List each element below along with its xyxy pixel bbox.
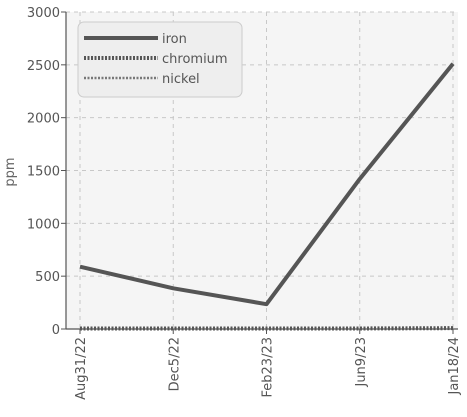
y-tick-label: 2500 — [27, 59, 60, 74]
y-tick-label: 3000 — [27, 6, 60, 21]
y-tick-label: 1500 — [27, 165, 60, 180]
x-tick-labels: Aug31/22 Dec5/22 Feb23/23 Jun9/23 Jan18/24 — [74, 337, 462, 400]
y-tick-label: 0 — [52, 323, 60, 338]
legend-label-chromium: chromium — [162, 52, 228, 67]
x-tick-label: Jun9/23 — [354, 337, 369, 388]
x-tick-label: Jan18/24 — [447, 337, 462, 396]
x-tick-label: Aug31/22 — [74, 337, 89, 400]
y-tick-label: 500 — [35, 270, 60, 285]
x-tick-label: Feb23/23 — [261, 337, 276, 397]
legend: iron chromium nickel — [78, 22, 242, 97]
x-tick-label: Dec5/22 — [167, 337, 182, 391]
legend-label-iron: iron — [162, 32, 187, 47]
y-tick-labels: 0 500 1000 1500 2000 2500 3000 — [27, 6, 60, 338]
y-axis-label: ppm — [3, 157, 18, 186]
y-tick-label: 1000 — [27, 217, 60, 232]
y-tick-label: 2000 — [27, 112, 60, 127]
legend-label-nickel: nickel — [162, 72, 200, 87]
